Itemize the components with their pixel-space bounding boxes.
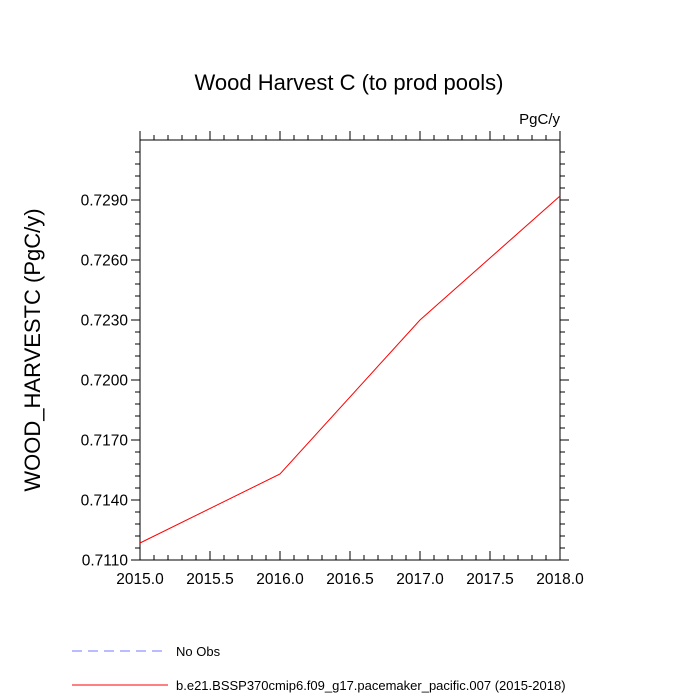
legend: No Obs b.e21.BSSP370cmip6.f09_g17.pacemak… [72,644,566,693]
x-tick-label: 2016.5 [326,571,373,588]
series-line [139,195,561,544]
x-tick-label: 2017.5 [466,571,513,588]
chart-title: Wood Harvest C (to prod pools) [195,70,504,95]
y-tick-label: 0.7110 [82,553,129,570]
plot-frame [139,139,561,561]
units-label: PgC/y [519,111,560,128]
y-axis-label: WOOD_HARVESTC (PgC/y) [20,208,45,491]
y-tick-label: 0.7230 [81,313,129,330]
x-tick-label: 2015.0 [116,571,164,588]
legend-label: No Obs [176,644,221,659]
y-tick-label: 0.7140 [81,493,129,510]
y-tick-label: 0.7260 [81,253,129,270]
x-tick-label: 2018.0 [536,571,584,588]
y-tick-label: 0.7200 [81,373,129,390]
x-tick-label: 2016.0 [256,571,304,588]
x-tick-label: 2017.0 [396,571,444,588]
x-tick-label: 2015.5 [186,571,233,588]
legend-label: b.e21.BSSP370cmip6.f09_g17.pacemaker_pac… [176,678,566,693]
series-group [139,195,561,544]
y-tick-label: 0.7290 [81,193,129,210]
tick-group: 2015.0 2015.5 2016.0 2016.5 2017.0 2017.5 2018… [81,131,584,588]
y-tick-label: 0.7170 [81,433,129,450]
